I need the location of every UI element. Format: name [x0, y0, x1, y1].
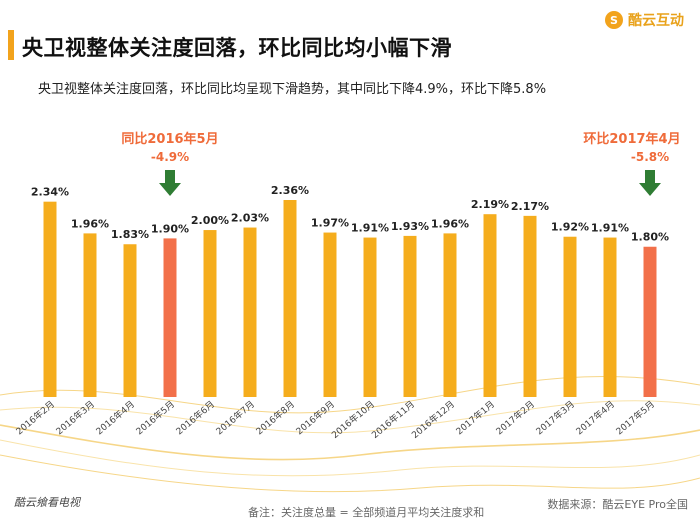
x-tick-label: 2017年1月 — [453, 398, 496, 437]
decorative-wave — [0, 400, 700, 434]
value-label: 1.91% — [351, 222, 389, 235]
bar-2017年1月 — [483, 214, 497, 397]
footer-source: 数据来源：酷云EYE Pro全国 — [547, 498, 688, 511]
x-tick-label: 2017年3月 — [533, 398, 576, 437]
brand-name: 酷云互动 — [628, 13, 684, 29]
value-label: 2.36% — [271, 184, 309, 197]
value-label: 2.00% — [191, 214, 229, 227]
bar-2016年3月 — [83, 233, 97, 397]
bar-2016年4月 — [123, 244, 137, 397]
annotation-value: -5.8% — [631, 150, 669, 164]
decorative-wave — [0, 424, 700, 461]
value-label: 1.96% — [71, 217, 109, 230]
bar-2017年5月 — [643, 246, 657, 397]
value-label: 1.91% — [591, 222, 629, 235]
bar-2017年4月 — [603, 237, 617, 397]
page-title: 央卫视整体关注度回落，环比同比均小幅下滑 — [22, 36, 452, 60]
bar-2016年7月 — [243, 227, 257, 397]
x-tick-label: 2016年10月 — [329, 398, 377, 441]
chart-x-tick-labels: 2016年2月2016年3月2016年4月2016年5月2016年6月2016年… — [13, 398, 656, 441]
decorative-wave — [0, 375, 700, 414]
bar-2016年5月 — [163, 238, 177, 397]
value-label: 1.97% — [311, 217, 349, 230]
bar-2016年6月 — [203, 230, 217, 397]
brand-logo-icon: S — [605, 11, 623, 29]
bar-2016年10月 — [363, 237, 377, 397]
bar-2016年2月 — [43, 201, 57, 397]
bar-2016年12月 — [443, 233, 457, 397]
brand-logo: S 酷云互动 — [605, 10, 684, 30]
decorative-wave — [0, 454, 700, 493]
x-tick-label: 2016年4月 — [93, 398, 136, 437]
title-accent-bar — [8, 30, 14, 60]
page-subtitle: 央卫视整体关注度回落，环比同比均呈现下滑趋势，其中同比下降4.9%，环比下降5.… — [38, 82, 547, 97]
annotation-value: -4.9% — [151, 150, 189, 164]
value-label: 1.93% — [391, 220, 429, 233]
x-tick-label: 2016年5月 — [133, 398, 176, 437]
bar-2017年2月 — [523, 215, 537, 397]
annotation-label: 环比2017年4月 — [583, 131, 680, 147]
x-tick-label: 2017年5月 — [613, 398, 656, 437]
x-tick-label: 2016年11月 — [369, 398, 417, 441]
value-label: 1.90% — [151, 222, 189, 235]
footer-watermark: 酷云飨看电视 — [14, 496, 80, 509]
chart-annotations: 同比2016年5月 -4.9% 环比2017年4月 -5.8% — [121, 131, 681, 196]
value-label: 1.92% — [551, 221, 589, 234]
bar-2017年3月 — [563, 236, 577, 397]
x-tick-label: 2016年3月 — [53, 398, 96, 437]
decorative-wave — [0, 439, 700, 477]
x-tick-label: 2016年7月 — [213, 398, 256, 437]
decorative-waves — [0, 375, 700, 493]
chart-bars — [43, 200, 657, 397]
x-tick-label: 2017年4月 — [573, 398, 616, 437]
bar-2016年11月 — [403, 235, 417, 397]
footer-note: 备注：关注度总量 = 全部频道月平均关注度求和 — [248, 506, 485, 519]
chart-value-labels: 2.34%1.96%1.83% 1.90%2.00% 2.03%2.36%1.97%… — [31, 184, 669, 244]
value-label: 1.96% — [431, 217, 469, 230]
bar-2016年8月 — [283, 200, 297, 397]
bar-2016年9月 — [323, 232, 337, 397]
value-label: 2.34% — [31, 186, 69, 199]
value-label: 2.03% — [231, 212, 269, 225]
annotation-label: 同比2016年5月 — [121, 131, 218, 147]
x-tick-label: 2016年9月 — [293, 398, 336, 437]
value-label: 2.19% — [471, 198, 509, 211]
value-label: 1.80% — [631, 231, 669, 244]
value-label: 1.83% — [111, 228, 149, 241]
x-tick-label: 2017年2月 — [493, 398, 536, 437]
value-label: 2.17% — [511, 200, 549, 213]
down-arrow-icon — [159, 170, 181, 196]
down-arrow-icon — [639, 170, 661, 196]
x-tick-label: 2016年12月 — [409, 398, 457, 441]
